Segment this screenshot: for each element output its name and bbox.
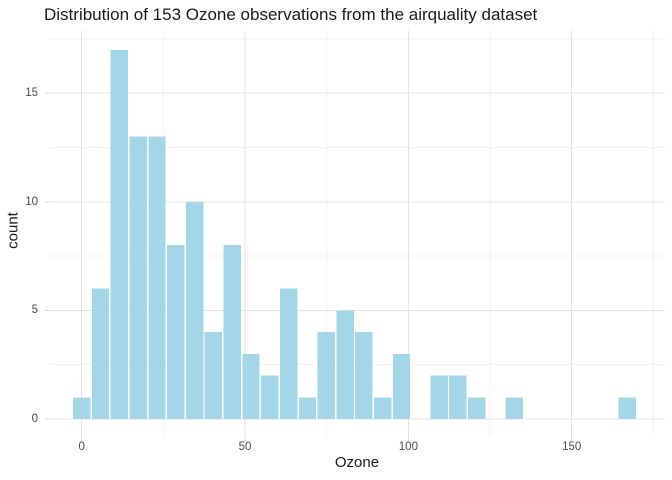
x-tick-label: 100 [398, 441, 418, 453]
histogram-bar [336, 310, 354, 419]
y-axis-title: count [4, 212, 22, 249]
histogram-bar [618, 397, 636, 419]
histogram-bar [167, 245, 185, 419]
histogram-bar [129, 136, 147, 419]
histogram-bar [204, 332, 223, 419]
histogram-bar [430, 375, 448, 419]
histogram-bar [374, 397, 392, 419]
plot-title: Distribution of 153 Ozone observations f… [44, 5, 538, 24]
histogram-bar [185, 201, 204, 419]
histogram-bar [505, 397, 524, 419]
y-tick-label: 10 [25, 195, 38, 208]
histogram-bar [468, 397, 486, 419]
y-tick-label: 0 [31, 413, 38, 425]
histogram-bar [148, 136, 166, 419]
histogram-bar [279, 288, 298, 419]
y-tick-label: 15 [25, 87, 38, 100]
histogram-bar [298, 397, 317, 419]
x-tick-label: 150 [562, 441, 582, 453]
histogram-bar [91, 288, 110, 419]
histogram-bar [449, 375, 467, 419]
histogram-bar [242, 353, 260, 419]
y-tick-label: 5 [31, 304, 38, 317]
histogram-bar [317, 332, 335, 419]
histogram-bar [73, 397, 91, 419]
histogram-bar [355, 332, 373, 419]
x-tick-label: 0 [78, 441, 85, 453]
histogram-bar [223, 245, 241, 419]
histogram-bar [110, 49, 129, 419]
x-axis-title: Ozone [334, 454, 380, 471]
histogram-bar [392, 353, 411, 419]
x-tick-label: 50 [238, 441, 252, 453]
histogram-bar [261, 375, 279, 419]
